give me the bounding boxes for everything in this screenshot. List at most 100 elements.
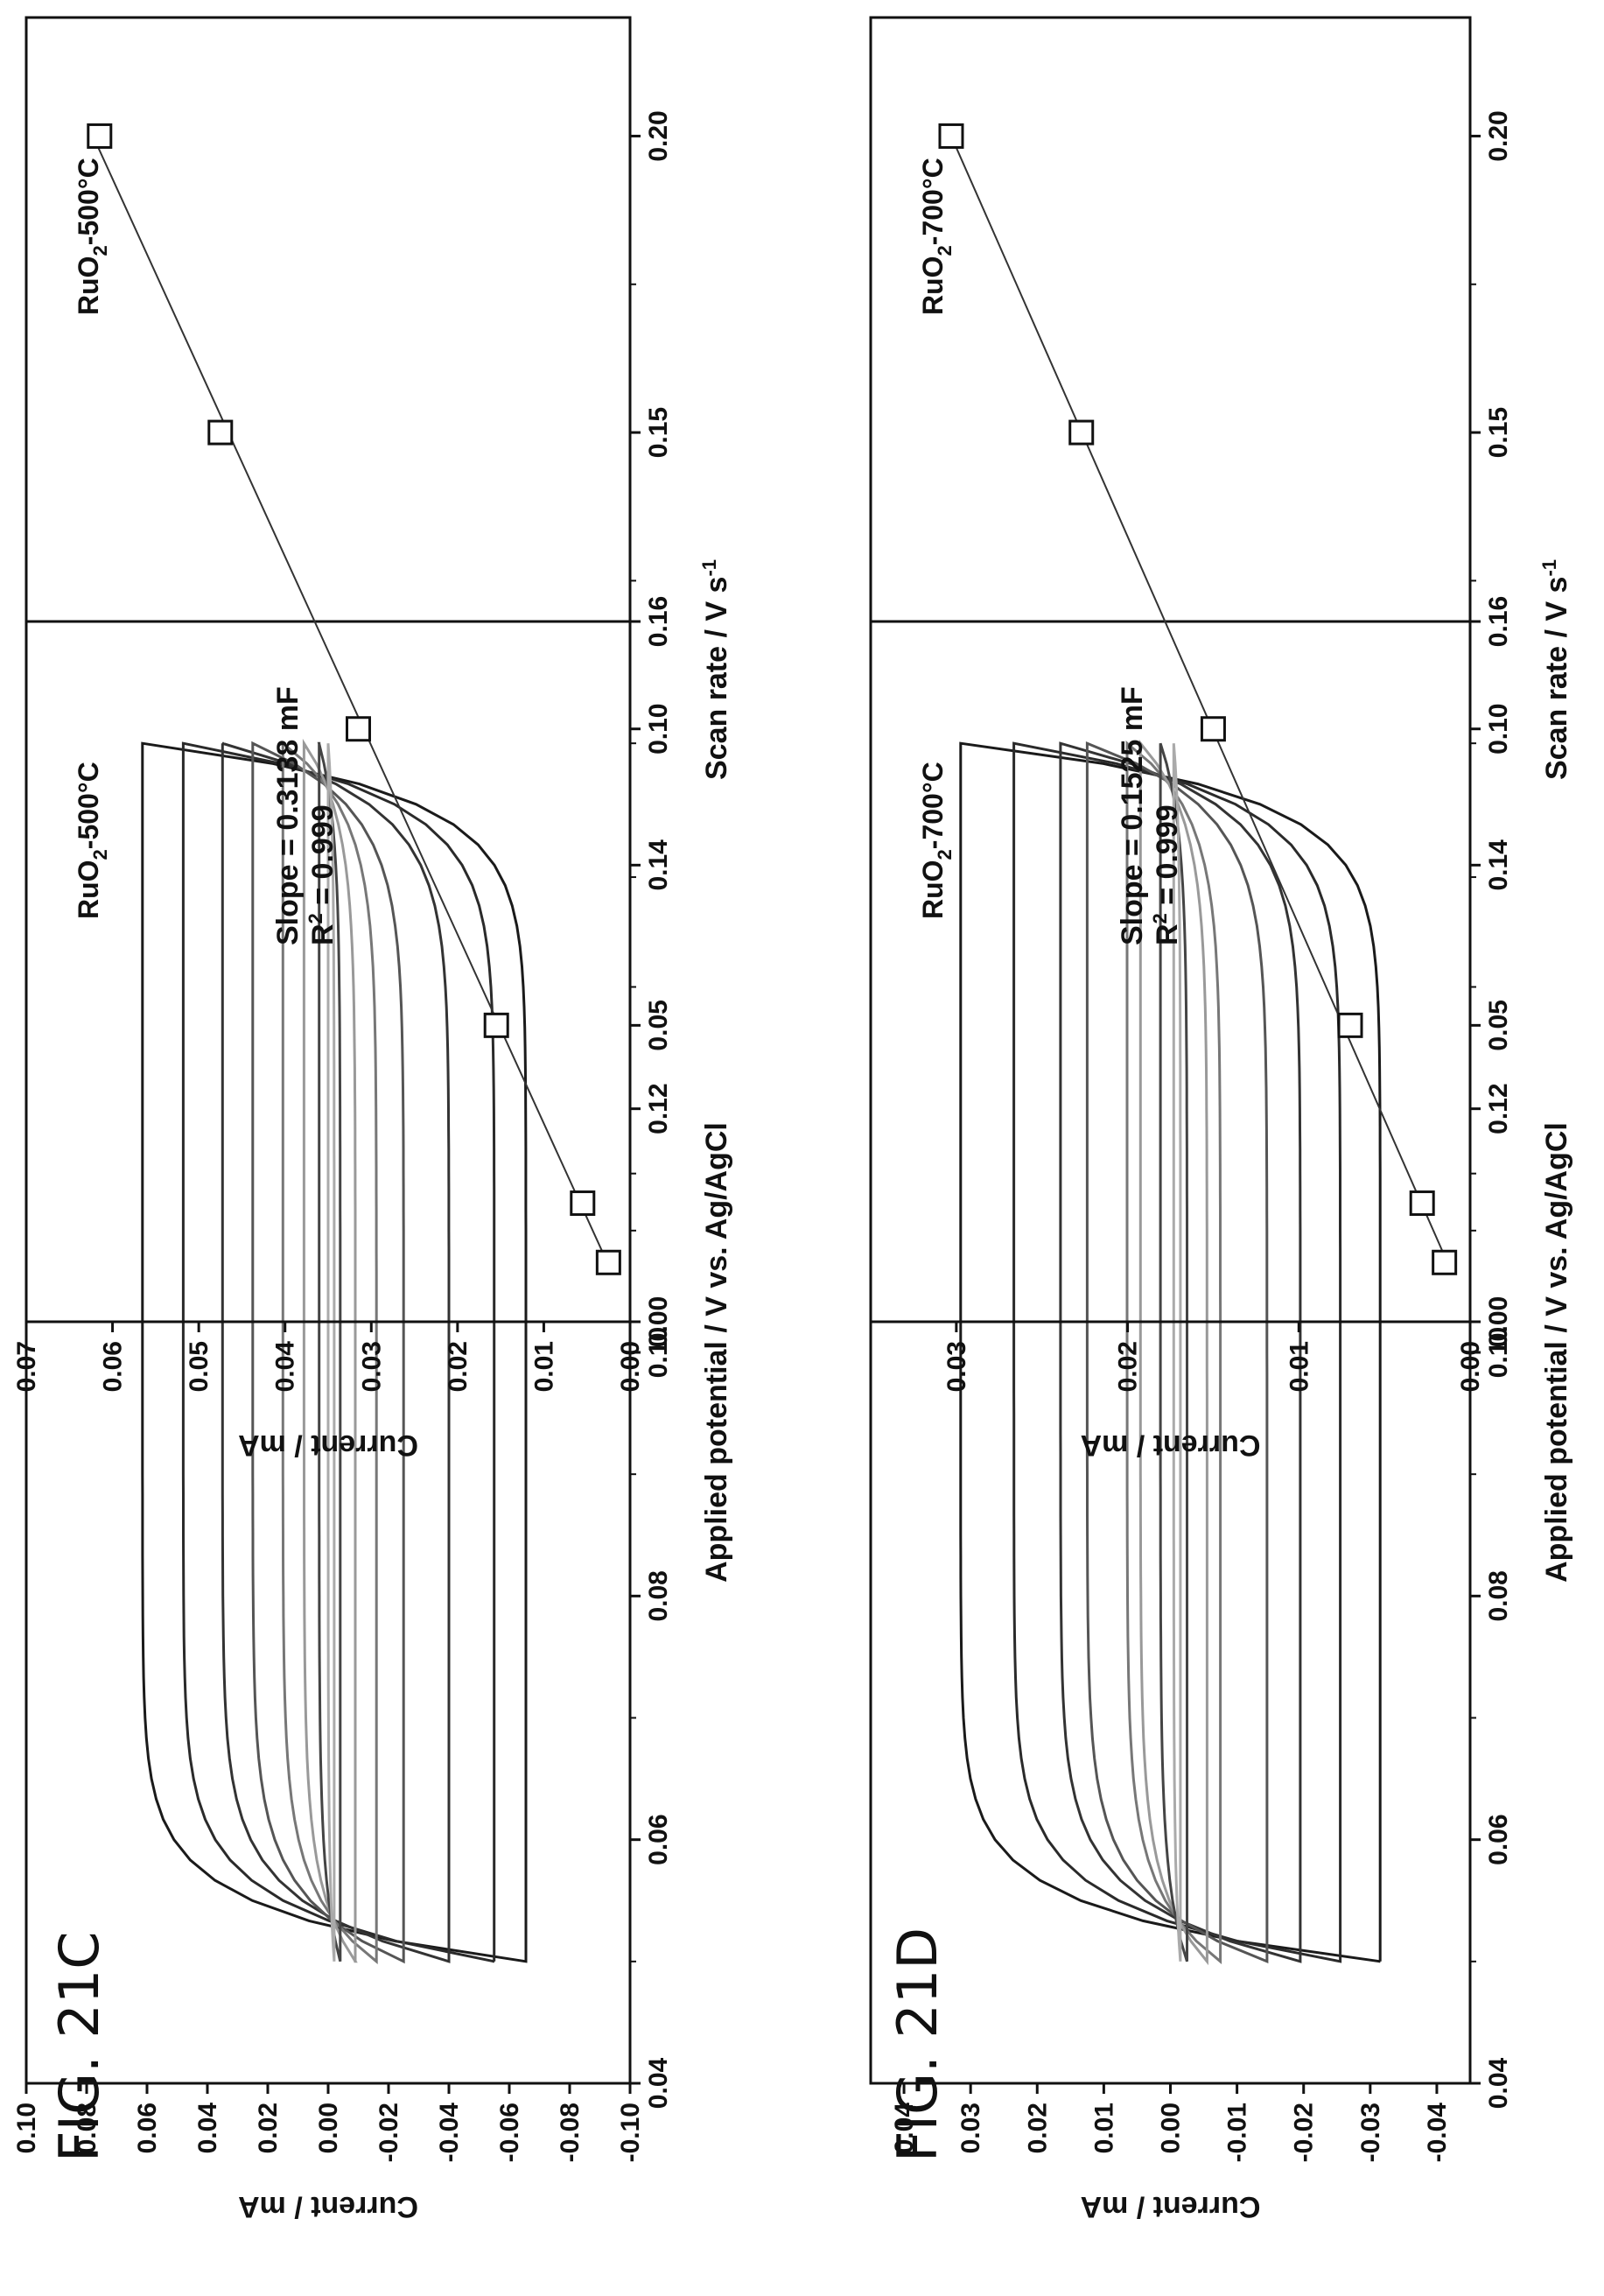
x-tick-label: 0.10: [644, 704, 673, 755]
y-tick-label: 0.01: [1285, 1341, 1313, 1392]
y-tick-label: 0.06: [133, 2103, 162, 2153]
x-tick-label: 0.10: [1484, 704, 1513, 755]
chart-panel-fit-500: 0.00 0.05 0.10 0.15 0.20 0.07 0.06 0.05 0.04 0.03…: [12, 16, 733, 1462]
x-tick-label: 0.04: [1484, 2057, 1513, 2109]
panel-label: RuO2-500°C: [73, 158, 111, 315]
slope-annotation: Slope = 0.1525 mF: [1116, 686, 1149, 945]
data-point: [1337, 1012, 1363, 1038]
y-tick-label: 0.05: [185, 1341, 214, 1392]
data-point: [483, 1012, 509, 1038]
fit-line: [950, 136, 1448, 1263]
y-tick-label: 0.03: [956, 2103, 985, 2153]
chart-panel-cv-700: 0.04 0.06 0.08 0.10 0.12 0.14 0.16 0.04 0.03 0.02…: [869, 596, 1573, 2223]
slope-annotation: Slope = 0.3138 mF: [271, 686, 305, 945]
x-tick-label: 0.04: [644, 2057, 673, 2109]
data-point: [207, 419, 234, 446]
cv-loop-0.05: [281, 740, 378, 1965]
cv-loop-0.01: [326, 743, 336, 1962]
y-tick-label: 0.02: [1114, 1341, 1143, 1392]
cv-loop-0.05: [1125, 740, 1222, 1965]
x-tick-label: 0.10: [1484, 1327, 1513, 1378]
x-tick-label: 0.20: [1484, 110, 1513, 161]
x-tick-label: 0.00: [1484, 1296, 1513, 1347]
cv-loop-0.15: [1012, 741, 1342, 1963]
x-axis-title: Applied potential / V vs. Ag/AgCl: [1540, 1122, 1573, 1583]
plot-frame: [25, 16, 632, 1324]
y-tick-label: 0.00: [1157, 2103, 1186, 2153]
cv-loop-0.02: [317, 741, 342, 1962]
x-tick-label: 0.15: [1484, 407, 1513, 458]
x-tick-label: 0.14: [644, 839, 673, 891]
cv-loop-0.2: [959, 741, 1382, 1963]
x-tick-label: 0.16: [1484, 596, 1513, 647]
x-tick-label: 0.08: [644, 1570, 673, 1621]
data-point: [87, 123, 113, 149]
y-tick-label: 0.10: [12, 2103, 41, 2153]
y-tick-label: 0.02: [1023, 2103, 1052, 2153]
fit-line: [92, 136, 608, 1263]
y-tick-label: 0.03: [357, 1341, 386, 1392]
figure-label: FIG. 21D: [886, 1927, 949, 2162]
data-point: [595, 1249, 621, 1275]
chart-panel-fit-700: 0.00 0.05 0.10 0.15 0.20 0.03 0.02 0.01 0.00 Scan…: [869, 16, 1573, 1462]
r2-annotation: R2 = 0.999: [305, 804, 340, 945]
y-tick-label: 0.03: [942, 1341, 971, 1392]
panel-label: RuO2-700°C: [917, 762, 956, 919]
cv-loop-0.1: [1059, 741, 1302, 1963]
x-tick-label: 0.05: [644, 1000, 673, 1050]
data-point: [346, 716, 371, 742]
cv-loop-0.15: [181, 741, 496, 1963]
x-tick-label: 0.15: [644, 407, 673, 458]
y-axis-title: Current / mA: [1081, 1429, 1261, 1462]
y-tick-label: -0.01: [1223, 2103, 1252, 2162]
y-axis-title: Current / mA: [238, 1429, 418, 1462]
cv-loop-0.08: [1085, 741, 1269, 1964]
y-tick-label: -0.02: [1290, 2103, 1319, 2162]
y-tick-label: 0.07: [12, 1341, 41, 1392]
y-tick-label: 0.08: [73, 2103, 102, 2153]
x-tick-label: 0.10: [644, 1327, 673, 1378]
y-tick-label: 0.01: [529, 1341, 558, 1392]
y-tick-label: 0.00: [1456, 1341, 1485, 1392]
x-tick-label: 0.06: [1484, 1814, 1513, 1864]
data-point: [570, 1190, 596, 1217]
cv-loop-0.2: [141, 741, 528, 1963]
x-tick-label: 0.05: [1484, 1000, 1513, 1050]
y-tick-label: -0.10: [616, 2103, 645, 2162]
y-tick-label: 0.04: [890, 2103, 919, 2154]
y-tick-label: 0.01: [1089, 2103, 1118, 2153]
data-point: [1432, 1249, 1458, 1275]
cv-loop-0.04: [302, 738, 358, 1963]
x-tick-label: 0.16: [644, 596, 673, 647]
x-axis-title: Applied potential / V vs. Ag/AgCl: [700, 1122, 733, 1583]
y-tick-label: -0.04: [1423, 2103, 1452, 2163]
x-tick-label: 0.00: [644, 1296, 673, 1347]
y-tick-label: 0.02: [254, 2103, 283, 2153]
y-tick-label: -0.03: [1356, 2103, 1385, 2162]
plot-frame: [869, 16, 1472, 1324]
cv-loop-0.01: [1172, 743, 1182, 1962]
data-point: [938, 123, 964, 149]
cv-loop-0.08: [251, 741, 405, 1964]
cv-loop-0.1: [221, 741, 451, 1963]
panel-label: RuO2-500°C: [73, 762, 111, 919]
y-axis-title: Current / mA: [238, 2190, 418, 2223]
y-tick-label: -0.02: [375, 2103, 403, 2162]
panel-label: RuO2-700°C: [917, 158, 956, 315]
figure-label: FIG. 21C: [47, 1931, 111, 2162]
x-tick-label: 0.20: [644, 110, 673, 161]
y-tick-label: 0.02: [444, 1341, 473, 1392]
y-tick-label: -0.08: [556, 2103, 585, 2162]
data-point: [1409, 1190, 1435, 1217]
x-tick-label: 0.08: [1484, 1570, 1513, 1621]
y-tick-label: 0.04: [271, 1341, 300, 1393]
x-tick-label: 0.12: [644, 1083, 673, 1134]
y-tick-label: 0.06: [99, 1341, 128, 1392]
x-tick-label: 0.14: [1484, 839, 1513, 891]
y-tick-label: 0.00: [314, 2103, 343, 2153]
data-point: [1068, 419, 1095, 446]
r2-annotation: R2 = 0.999: [1149, 804, 1184, 945]
x-axis-title: Scan rate / V s-1: [1538, 559, 1573, 780]
chart-panel-cv-500: 0.04 0.06 0.08 0.10 0.12 0.14 0.16 0.10 0.08 0.06…: [12, 596, 733, 2223]
